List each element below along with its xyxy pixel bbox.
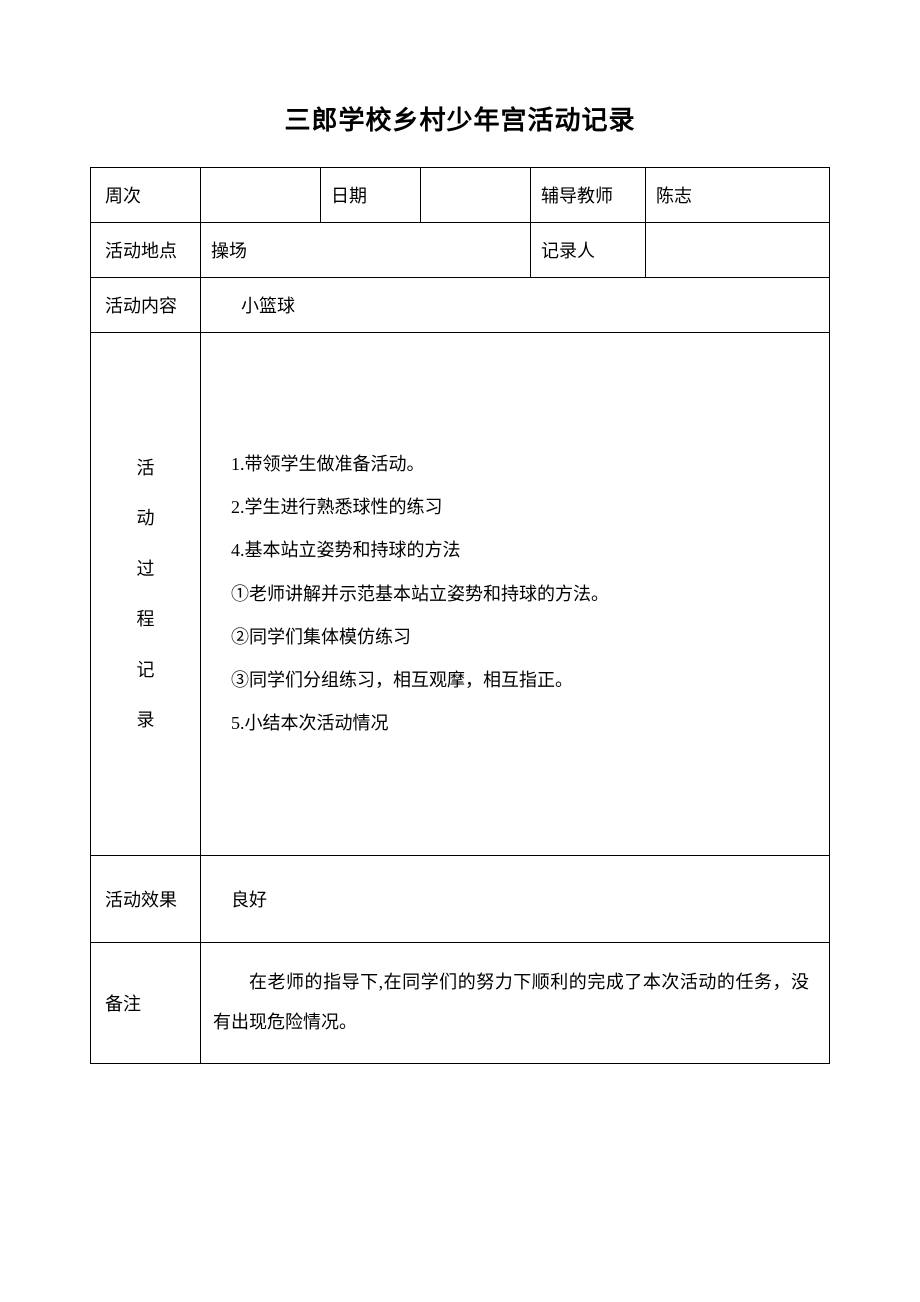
label-date: 日期	[321, 168, 421, 223]
process-char-3: 过	[101, 544, 190, 594]
process-char-4: 程	[101, 594, 190, 644]
value-process: 1.带领学生做准备活动。 2.学生进行熟悉球性的练习 4.基本站立姿势和持球的方…	[201, 333, 830, 856]
process-line: 5.小结本次活动情况	[231, 702, 809, 745]
process-line: ③同学们分组练习，相互观摩，相互指正。	[231, 659, 809, 702]
row-result: 活动效果 良好	[91, 856, 830, 943]
value-recorder	[646, 223, 830, 278]
process-char-2: 动	[101, 493, 190, 543]
label-week: 周次	[91, 168, 201, 223]
value-remark: 在老师的指导下,在同学们的努力下顺利的完成了本次活动的任务，没有出现危险情况。	[201, 943, 830, 1063]
row-remark: 备注 在老师的指导下,在同学们的努力下顺利的完成了本次活动的任务，没有出现危险情…	[91, 943, 830, 1063]
row-header-2: 活动地点 操场 记录人	[91, 223, 830, 278]
label-process: 活 动 过 程 记 录	[91, 333, 201, 856]
document-title: 三郎学校乡村少年宫活动记录	[90, 100, 830, 137]
label-recorder: 记录人	[531, 223, 646, 278]
process-char-1: 活	[101, 443, 190, 493]
process-line: ①老师讲解并示范基本站立姿势和持球的方法。	[231, 573, 809, 616]
value-location: 操场	[201, 223, 531, 278]
process-char-5: 记	[101, 645, 190, 695]
row-header-1: 周次 日期 辅导教师 陈志	[91, 168, 830, 223]
value-result: 良好	[201, 856, 830, 943]
process-line: 4.基本站立姿势和持球的方法	[231, 529, 809, 572]
label-location: 活动地点	[91, 223, 201, 278]
label-teacher: 辅导教师	[531, 168, 646, 223]
label-remark: 备注	[91, 943, 201, 1063]
value-teacher: 陈志	[646, 168, 830, 223]
process-char-6: 录	[101, 695, 190, 745]
process-line: 2.学生进行熟悉球性的练习	[231, 486, 809, 529]
value-date	[421, 168, 531, 223]
value-week	[201, 168, 321, 223]
label-content: 活动内容	[91, 278, 201, 333]
row-process: 活 动 过 程 记 录 1.带领学生做准备活动。 2.学生进行熟悉球性的练习 4…	[91, 333, 830, 856]
label-result: 活动效果	[91, 856, 201, 943]
value-content: 小篮球	[201, 278, 830, 333]
process-line: 1.带领学生做准备活动。	[231, 443, 809, 486]
process-line: ②同学们集体模仿练习	[231, 616, 809, 659]
row-content: 活动内容 小篮球	[91, 278, 830, 333]
activity-record-table: 周次 日期 辅导教师 陈志 活动地点 操场 记录人 活动内容 小篮球 活 动 过…	[90, 167, 830, 1064]
